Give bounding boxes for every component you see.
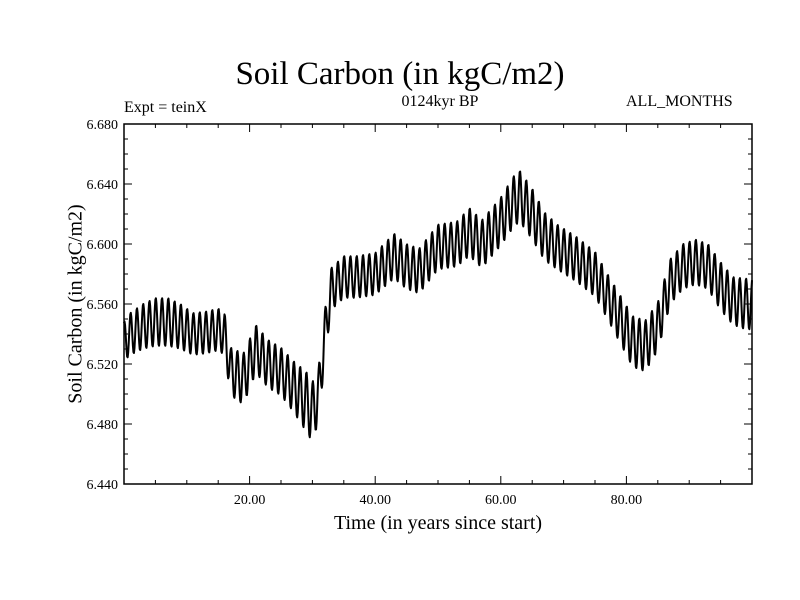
months-label: ALL_MONTHS — [626, 93, 733, 110]
y-tick-label: 6.520 — [87, 358, 119, 373]
y-tick-label: 6.560 — [87, 298, 119, 313]
x-tick-label: 60.00 — [485, 493, 517, 508]
chart-subtitle: 0124kyr BP — [401, 93, 479, 110]
chart-title: Soil Carbon (in kgC/m2) — [235, 56, 565, 92]
y-tick-label: 6.440 — [87, 478, 119, 493]
x-tick-label: 20.00 — [234, 493, 266, 508]
plot-frame — [123, 123, 753, 485]
x-tick-label: 80.00 — [611, 493, 643, 508]
experiment-label: Expt = teinX — [124, 99, 207, 116]
x-axis-label: Time (in years since start) — [333, 512, 543, 534]
y-tick-label: 6.640 — [87, 178, 119, 193]
y-tick-label: 6.680 — [87, 118, 119, 133]
x-tick-label: 40.00 — [359, 493, 391, 508]
series-line-soil-carbon — [123, 170, 753, 439]
y-tick-label: 6.480 — [87, 418, 119, 433]
y-tick-label: 6.600 — [87, 238, 119, 253]
